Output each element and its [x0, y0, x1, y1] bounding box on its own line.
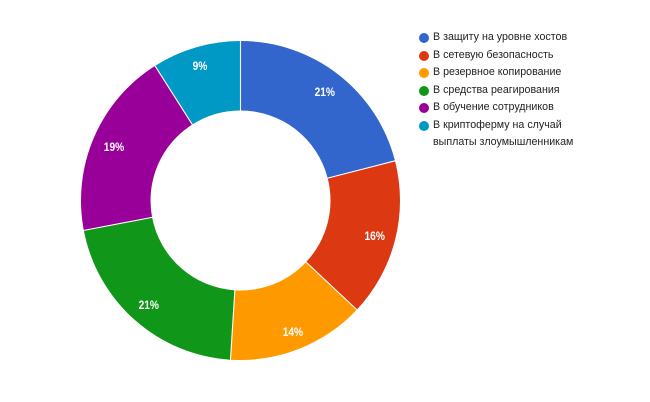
svg-text:19%: 19% [104, 141, 124, 154]
svg-text:21%: 21% [139, 299, 159, 312]
svg-text:14%: 14% [283, 326, 303, 339]
svg-text:21%: 21% [315, 87, 335, 100]
svg-text:16%: 16% [364, 230, 384, 243]
svg-text:9%: 9% [193, 60, 208, 73]
